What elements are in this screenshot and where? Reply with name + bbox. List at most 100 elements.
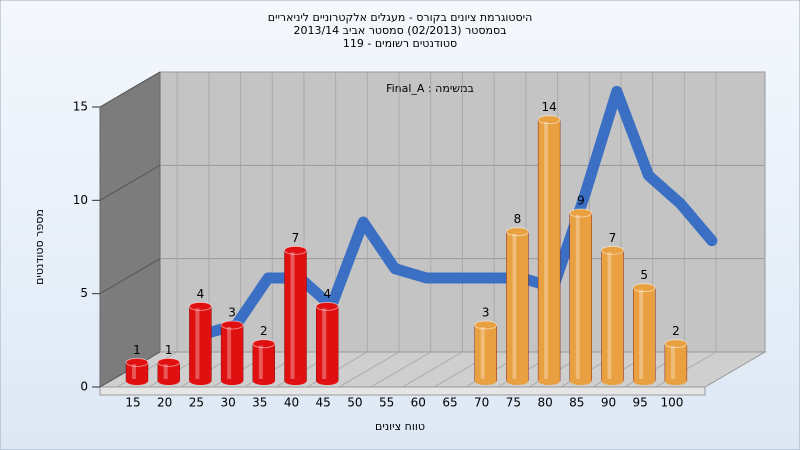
value-label: 1 bbox=[133, 343, 141, 357]
y-tick-label: 15 bbox=[73, 100, 88, 114]
bar bbox=[284, 250, 307, 382]
bar-base bbox=[189, 377, 212, 385]
title-line: בסמסטר (02/2013) סמסטר אביב 2013/14 bbox=[293, 24, 506, 37]
bar-top bbox=[252, 339, 276, 349]
bar bbox=[474, 324, 497, 382]
bar-base bbox=[474, 377, 497, 385]
bar bbox=[569, 212, 592, 382]
bar-top bbox=[505, 227, 529, 237]
x-tick-label: 65 bbox=[442, 396, 457, 410]
value-label: 4 bbox=[323, 287, 331, 301]
grid-line bbox=[99, 258, 161, 295]
bar bbox=[633, 287, 656, 382]
x-tick-label: 30 bbox=[220, 396, 235, 410]
bar-shine bbox=[670, 345, 675, 379]
bar-top bbox=[157, 357, 181, 367]
bar bbox=[220, 324, 244, 382]
bar bbox=[537, 119, 561, 382]
bar-top bbox=[220, 320, 244, 330]
title-line: היסטוגרמת ציונים בקורס - מעגלים אלקטרוני… bbox=[268, 11, 533, 24]
value-label: 1 bbox=[165, 343, 173, 357]
grid-line bbox=[99, 164, 161, 201]
y-tick-label: 5 bbox=[80, 286, 88, 300]
category-grid bbox=[338, 351, 400, 388]
bar-base bbox=[569, 377, 592, 385]
title-line: סטודנטים רשומים - 119 bbox=[343, 37, 457, 50]
x-tick-label: 45 bbox=[316, 396, 331, 410]
x-tick-label: 25 bbox=[189, 396, 204, 410]
value-label: 9 bbox=[577, 194, 585, 208]
value-label: 3 bbox=[228, 306, 236, 320]
bar-base bbox=[316, 377, 339, 385]
x-tick-label: 55 bbox=[379, 396, 394, 410]
bar-shine bbox=[290, 252, 295, 379]
x-tick-label: 75 bbox=[506, 396, 521, 410]
bar-shine bbox=[607, 252, 612, 379]
bar-base bbox=[601, 377, 624, 385]
bar-shine bbox=[512, 233, 517, 379]
x-tick-label: 35 bbox=[252, 396, 267, 410]
bar-shine bbox=[544, 121, 549, 380]
y-tick-label: 0 bbox=[80, 380, 88, 394]
bar-top bbox=[664, 339, 688, 349]
value-label: 8 bbox=[514, 212, 522, 226]
bar-base bbox=[126, 377, 148, 385]
bar-top bbox=[601, 245, 624, 255]
bar-top bbox=[125, 357, 149, 367]
bar-base bbox=[284, 377, 307, 385]
x-tick-label: 40 bbox=[284, 396, 299, 410]
bar-shine bbox=[575, 215, 580, 379]
bar-top bbox=[188, 301, 212, 311]
grid-line bbox=[99, 71, 161, 108]
bar bbox=[189, 306, 212, 382]
bar-top bbox=[537, 115, 561, 125]
bar-base bbox=[538, 377, 561, 385]
x-tick-label: 100 bbox=[660, 396, 683, 410]
bar-shine bbox=[132, 364, 136, 379]
bar-base bbox=[633, 377, 656, 385]
bar-base bbox=[221, 377, 244, 385]
bar-top bbox=[284, 245, 307, 255]
floor-edge bbox=[99, 386, 706, 396]
value-label: 2 bbox=[260, 324, 268, 338]
bar bbox=[252, 343, 276, 382]
x-tick-label: 90 bbox=[601, 396, 616, 410]
y-axis-label: מספר סטודנטים bbox=[33, 209, 46, 285]
value-label: 3 bbox=[482, 306, 490, 320]
bar-top bbox=[632, 283, 656, 293]
x-tick-label: 60 bbox=[411, 396, 426, 410]
bar-top bbox=[315, 301, 339, 311]
x-tick-label: 70 bbox=[474, 396, 489, 410]
x-tick-label: 50 bbox=[347, 396, 362, 410]
x-tick-label: 80 bbox=[537, 396, 552, 410]
bar-shine bbox=[258, 345, 263, 379]
bar-shine bbox=[639, 289, 644, 379]
bar bbox=[316, 306, 339, 382]
annotation: Final_A : במשימה bbox=[386, 82, 474, 95]
bar-base bbox=[252, 377, 275, 385]
bar-shine bbox=[195, 308, 200, 379]
bar-shine bbox=[163, 364, 168, 379]
value-label: 7 bbox=[609, 231, 617, 245]
value-label: 14 bbox=[541, 100, 556, 114]
bar-base bbox=[506, 377, 529, 385]
bar-base bbox=[664, 377, 687, 385]
value-label: 5 bbox=[640, 268, 648, 282]
bar bbox=[664, 343, 688, 382]
bar-shine bbox=[480, 327, 485, 379]
category-grid bbox=[402, 351, 463, 388]
bar-top bbox=[474, 320, 498, 330]
bar-base bbox=[157, 377, 180, 385]
x-tick-label: 15 bbox=[125, 396, 140, 410]
value-label: 2 bbox=[672, 324, 680, 338]
category-grid bbox=[370, 351, 432, 388]
bar-shine bbox=[227, 327, 232, 379]
x-tick-label: 85 bbox=[569, 396, 584, 410]
bar-shine bbox=[322, 308, 327, 379]
x-tick-label: 95 bbox=[633, 396, 648, 410]
value-label: 4 bbox=[197, 287, 205, 301]
bar-top bbox=[569, 208, 593, 218]
left-wall bbox=[99, 71, 161, 388]
x-tick-label: 20 bbox=[157, 396, 172, 410]
